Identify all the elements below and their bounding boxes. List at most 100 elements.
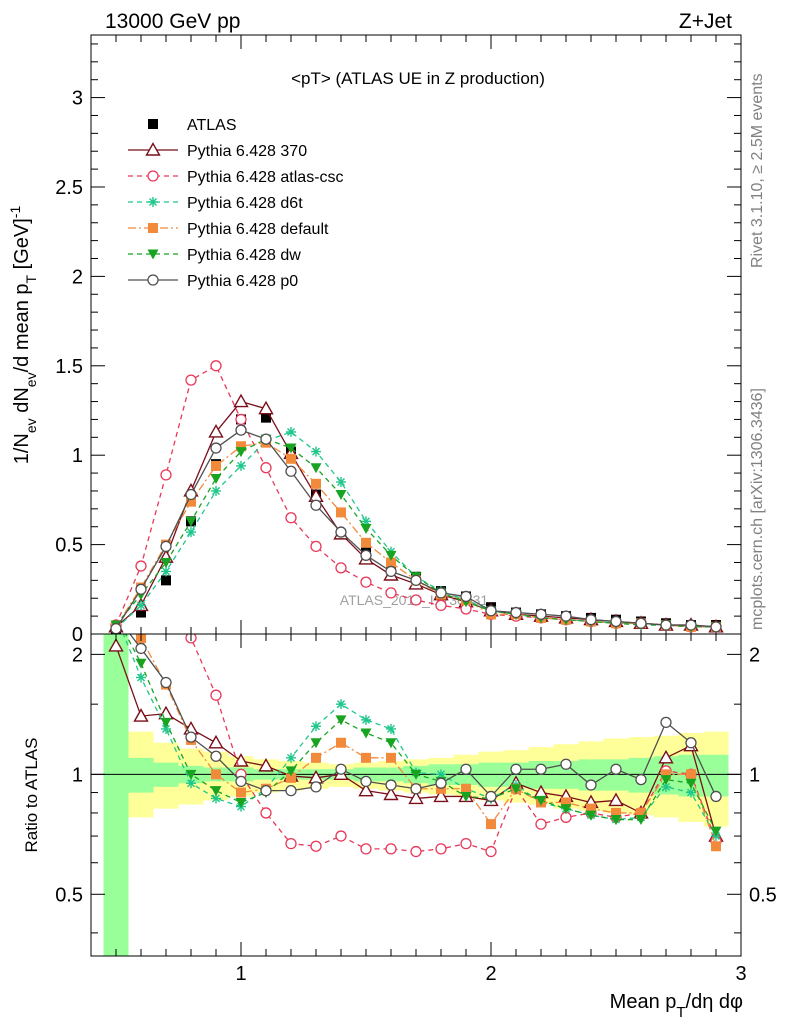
legend-marker (145, 142, 161, 156)
legend-marker (148, 119, 158, 129)
main-data-point (460, 590, 472, 603)
star-stroke (113, 612, 120, 619)
star-stroke (312, 447, 320, 456)
legend-marker (147, 274, 159, 286)
ratio-data-point (436, 769, 446, 780)
ratio-data-point (210, 689, 222, 701)
ratio-data-point (460, 791, 472, 802)
star-stroke (187, 779, 195, 788)
main-data-point (235, 424, 247, 436)
ratio-data-point (335, 715, 347, 726)
main-data-point (135, 560, 147, 572)
ratio-data-point (385, 779, 397, 791)
main-y-tick-label: 1 (72, 445, 83, 467)
main-data-point (186, 527, 196, 538)
main-series-6 (110, 424, 722, 635)
ratio-data-point (310, 840, 322, 852)
ratio-series-4 (124, 634, 722, 837)
main-data-point (336, 477, 346, 488)
main-data-point (610, 615, 622, 628)
ratio-data-point (685, 737, 697, 749)
main-data-point (210, 442, 222, 454)
main-data-point (386, 557, 396, 568)
ratio-panel: 0.5 0.5 1 1 2 2 1 2 3 Ratio to ATLAS Mean pT/dη … (22, 611, 777, 1021)
ratio-data-point (435, 777, 447, 789)
ratio-data-point (485, 845, 497, 858)
main-data-point (286, 426, 296, 437)
main-data-point (260, 433, 272, 445)
main-data-point (185, 488, 197, 501)
main-data-point (361, 537, 371, 548)
ratio-data-point (386, 752, 396, 763)
ratio-data-point (335, 830, 347, 842)
main-data-point (335, 526, 347, 538)
main-data-point (161, 575, 171, 586)
ratio-data-point (383, 786, 399, 801)
ratio-data-point (535, 795, 547, 806)
ratio-series-group (108, 611, 724, 858)
main-data-point (136, 600, 146, 611)
main-y-tick-label: 2.5 (55, 177, 83, 199)
ratio-data-point (161, 723, 171, 734)
ratio-data-point (208, 734, 224, 749)
ratio-data-point (311, 721, 321, 732)
main-data-point (186, 496, 196, 507)
ratio-data-point (133, 708, 149, 722)
star-stroke (437, 770, 445, 779)
ratio-data-point (185, 731, 197, 743)
ratio-data-point (410, 769, 422, 780)
main-data-point (210, 360, 222, 372)
main-y-ticks: 0 0.5 1 1.5 2 2.5 3 (55, 35, 742, 646)
ratio-y-tick-label-left: 1 (72, 764, 83, 786)
ratio-data-point (360, 775, 372, 788)
main-data-point (211, 485, 221, 496)
legend-marker (147, 249, 159, 260)
ratio-data-point (235, 797, 247, 808)
star-stroke (687, 788, 695, 797)
ratio-data-point (335, 763, 347, 775)
main-data-point (160, 469, 172, 481)
main-data-point (233, 393, 249, 408)
ratio-data-point (710, 826, 722, 837)
star-stroke (287, 753, 295, 762)
ratio-data-point (161, 611, 171, 621)
ratio-data-point (535, 763, 547, 775)
main-title: <pT> (ATLAS UE in Z production) (291, 69, 545, 88)
ratio-data-point (160, 676, 172, 689)
ratio-data-point (336, 737, 346, 748)
main-data-point (285, 443, 297, 454)
ratio-data-point (560, 758, 572, 770)
ratio-data-point (310, 738, 322, 749)
ratio-data-point (711, 841, 721, 852)
ratio-data-point (485, 790, 497, 803)
main-data-point (435, 587, 447, 599)
star-stroke (113, 612, 120, 619)
main-data-point (410, 594, 422, 606)
star-stroke (137, 673, 145, 682)
main-data-point (136, 607, 146, 618)
ratio-data-point (158, 705, 174, 720)
main-data-point (185, 374, 197, 386)
legend: ATLAS Pythia 6.428 370 Pythia 6.428 atlas-… (128, 117, 344, 290)
star-stroke (137, 601, 145, 610)
ratio-data-point (561, 797, 571, 808)
ratio-data-point (210, 750, 222, 762)
main-y-tick-label: 1.5 (55, 356, 83, 378)
star-stroke (662, 782, 670, 791)
main-data-point (160, 557, 172, 568)
legend-label: ATLAS (187, 117, 237, 134)
legend-label: Pythia 6.428 d6t (187, 195, 303, 212)
ratio-data-point (361, 714, 371, 725)
ratio-data-point (686, 769, 696, 780)
x-tick-label: 3 (735, 963, 746, 985)
main-y-tick-label: 2 (72, 266, 83, 288)
ratio-y-axis-label: Ratio to ATLAS (22, 738, 41, 853)
ratio-data-point (408, 790, 424, 805)
ratio-data-point (285, 837, 297, 850)
main-data-point (260, 462, 272, 474)
ratio-data-point (185, 769, 197, 780)
main-data-point (335, 562, 347, 574)
ratio-data-point (658, 749, 674, 764)
ratio-data-point (285, 785, 297, 797)
ratio-data-point (260, 807, 272, 819)
